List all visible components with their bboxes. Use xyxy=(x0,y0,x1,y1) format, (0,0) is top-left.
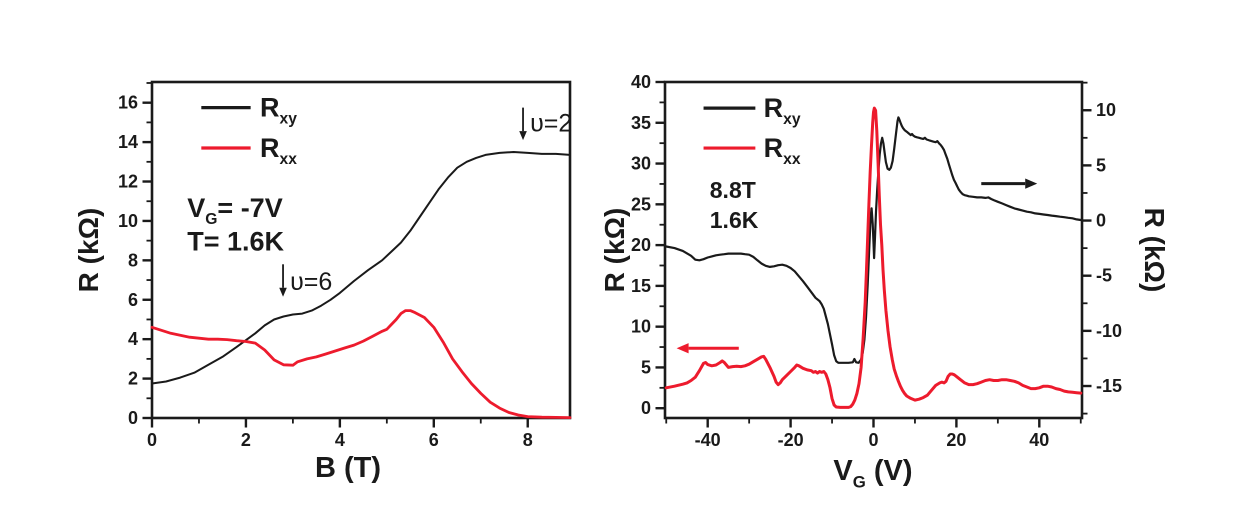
right-y-tick-label: 40 xyxy=(631,72,651,92)
right-x-tick-label: 40 xyxy=(1029,430,1049,450)
left-x-axis-title: B (T) xyxy=(315,452,381,484)
left-x-tick-label: 8 xyxy=(523,430,533,450)
left-annotation-arrow-4 xyxy=(519,107,527,141)
left-annotation-text-3: υ=6 xyxy=(290,268,332,296)
right-y-right-tick-label: -10 xyxy=(1096,321,1122,341)
right-legend: Rxy Rxx xyxy=(703,93,801,168)
left-annotation-arrow-2 xyxy=(279,264,287,297)
right-y-tick-label: 10 xyxy=(631,317,651,337)
right-series-Rxx xyxy=(664,106,1083,409)
left-y-tick-label: 4 xyxy=(128,329,138,349)
left-legend-label-Rxy: Rxy xyxy=(260,93,297,128)
left-x-tick-label: 4 xyxy=(335,430,345,450)
left-y-axis-title: R (kΩ) xyxy=(73,208,104,293)
right-annotation-text-1: 1.6K xyxy=(710,207,759,233)
right-y-tick-label: 30 xyxy=(631,154,651,174)
right-annotation-arrow-2 xyxy=(676,343,739,354)
right-y-tick-label: 0 xyxy=(641,398,651,418)
right-y-tick-label: 20 xyxy=(631,235,651,255)
left-y-tick-label: 6 xyxy=(128,290,138,310)
left-y-tick-label: 8 xyxy=(128,250,138,270)
left-annotation-text-0: VG= -7V xyxy=(187,193,283,228)
right-y-right-axis-title: R (kΩ) xyxy=(1139,208,1170,293)
left-y-tick-label: 10 xyxy=(118,211,138,231)
right-y-right-tick-label: -5 xyxy=(1096,266,1112,286)
right-x-tick-label: -20 xyxy=(778,430,804,450)
left-y-tick-label: 0 xyxy=(128,408,138,428)
right-series-Rxy xyxy=(665,116,1082,364)
right-chart: -40 -20 0 20 40 0 5 10 15 20 25 30 35 40 10 5 0 -5 -10 -15 R… xyxy=(599,72,1170,492)
right-x-axis-title: VG (V) xyxy=(833,455,912,492)
right-legend-label-Rxx: Rxx xyxy=(764,133,801,168)
right-y-tick-label: 35 xyxy=(631,113,651,133)
right-x-axis: -40 -20 0 20 40 xyxy=(665,418,1082,450)
right-annotation-arrow-3 xyxy=(981,178,1038,189)
left-series-Rxy xyxy=(151,151,571,385)
left-y-tick-label: 2 xyxy=(128,369,138,389)
right-y-right-tick-label: 10 xyxy=(1096,100,1116,120)
right-y-tick-label: 25 xyxy=(631,194,651,214)
left-legend-label-Rxx: Rxx xyxy=(260,133,297,168)
left-x-tick-label: 2 xyxy=(241,430,251,450)
left-x-tick-label: 6 xyxy=(429,430,439,450)
right-y-axis-right: 10 5 0 -5 -10 -15 xyxy=(1082,81,1122,415)
left-y-axis-left: 0 2 4 6 8 10 12 14 16 xyxy=(118,82,152,428)
left-y-tick-label: 12 xyxy=(118,172,138,192)
right-x-tick-label: -40 xyxy=(695,430,721,450)
right-y-axis-left: 0 5 10 15 20 25 30 35 40 xyxy=(631,72,665,418)
left-annotation-text-5: υ=2 xyxy=(530,109,572,137)
left-x-axis: 0 2 4 6 8 xyxy=(147,418,533,450)
left-series-Rxx xyxy=(150,309,572,420)
left-y-tick-label: 14 xyxy=(118,132,138,152)
left-x-tick-label: 0 xyxy=(147,430,157,450)
right-x-tick-label: 20 xyxy=(946,430,966,450)
left-plot-frame xyxy=(150,80,572,420)
left-y-tick-label: 16 xyxy=(118,93,138,113)
right-y-right-tick-label: 5 xyxy=(1096,155,1106,175)
right-y-right-tick-label: 0 xyxy=(1096,211,1106,231)
left-legend: Rxy Rxx xyxy=(201,93,297,168)
right-annotation-text-0: 8.8T xyxy=(710,177,756,203)
right-y-right-tick-label: -15 xyxy=(1096,376,1122,396)
right-x-tick-label: 0 xyxy=(868,430,878,450)
right-y-axis-title: R (kΩ) xyxy=(599,208,630,293)
right-y-tick-label: 5 xyxy=(641,357,651,377)
left-annotation-text-1: T= 1.6K xyxy=(187,226,284,256)
right-legend-label-Rxy: Rxy xyxy=(764,93,801,128)
right-y-tick-label: 15 xyxy=(631,276,651,296)
